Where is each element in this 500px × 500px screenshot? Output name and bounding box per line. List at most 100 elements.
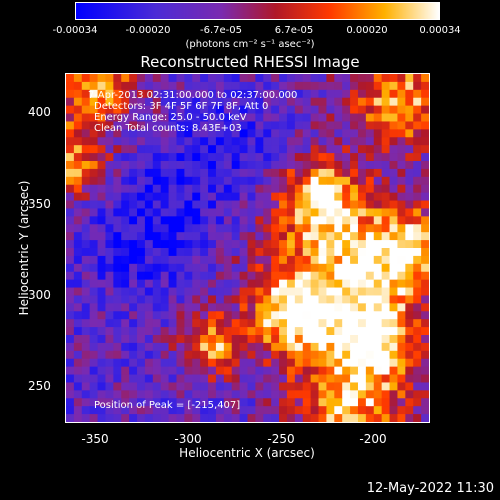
heatmap-cell [208, 342, 217, 352]
heatmap-cell [342, 319, 351, 328]
heatmap-cell [279, 406, 288, 415]
heatmap-cell [310, 248, 320, 257]
heatmap-cell [318, 168, 328, 178]
heatmap-cell [334, 240, 343, 249]
heatmap-cell [318, 208, 328, 217]
heatmap-cell [121, 240, 130, 249]
heatmap-cell [208, 263, 217, 273]
heatmap-cell [389, 184, 399, 194]
heatmap-cell [176, 374, 185, 384]
heatmap-cell [144, 335, 154, 344]
heatmap-cell [286, 176, 296, 186]
heatmap-cell [208, 327, 217, 336]
heatmap-cell [66, 129, 75, 138]
heatmap-cell [105, 390, 114, 399]
heatmap-cell [302, 105, 312, 115]
heatmap-cell [176, 271, 185, 281]
heatmap-cell [129, 129, 138, 138]
heatmap-cell [397, 358, 406, 368]
heatmap-cell [208, 319, 217, 328]
heatmap-cell [326, 295, 335, 304]
heatmap-cell [263, 311, 272, 320]
heatmap-cell [334, 263, 343, 273]
heatmap-cell [208, 335, 217, 344]
heatmap-cell [89, 255, 99, 265]
heatmap-cell [137, 153, 146, 162]
heatmap-cell [176, 168, 185, 178]
heatmap-cell [81, 374, 91, 384]
heatmap-cell [66, 105, 75, 115]
heatmap-cell [326, 74, 335, 83]
heatmap-cell [286, 255, 296, 265]
heatmap-cell [421, 129, 429, 138]
heatmap-cell [247, 200, 256, 210]
heatmap-cell [81, 342, 91, 352]
heatmap-cell [160, 240, 170, 249]
heatmap-cell [200, 335, 209, 344]
heatmap-cell [286, 168, 296, 178]
heatmap-cell [263, 263, 272, 273]
heatmap-cell [121, 327, 130, 336]
heatmap-cell [113, 374, 122, 384]
heatmap-cell [294, 263, 304, 273]
heatmap-cell [176, 176, 185, 186]
heatmap-cell [73, 168, 83, 178]
heatmap-cell [381, 97, 391, 107]
heatmap-cell [121, 248, 130, 257]
heatmap-cell [97, 311, 107, 320]
heatmap-cell [152, 168, 162, 178]
heatmap-cell [192, 121, 201, 130]
heatmap-cell [279, 374, 288, 384]
heatmap-cell [373, 295, 383, 304]
heatmap-cell [144, 81, 154, 91]
heatmap-cell [294, 176, 304, 186]
heatmap-cell [302, 153, 312, 162]
heatmap-cell [152, 232, 162, 241]
heatmap-cell [160, 216, 170, 225]
heatmap-cell [192, 303, 201, 312]
colorbar-tick: 6.7e-05 [274, 25, 314, 36]
heatmap-cell [137, 319, 146, 328]
heatmap-cell [413, 327, 422, 336]
heatmap-cell [286, 374, 296, 384]
heatmap-cell [66, 200, 75, 210]
heatmap-cell [215, 342, 225, 352]
heatmap-cell [413, 129, 422, 138]
heatmap-cell [121, 414, 130, 422]
heatmap-cell [350, 105, 359, 115]
heatmap-cell [397, 335, 406, 344]
heatmap-cell [200, 74, 209, 83]
heatmap-cell [310, 176, 320, 186]
heatmap-cell [365, 89, 375, 99]
heatmap-cell [192, 176, 201, 186]
heatmap-cell [192, 81, 201, 91]
heatmap-cell [66, 248, 75, 257]
heatmap-cell [389, 398, 399, 407]
heatmap-cell [160, 129, 170, 138]
heatmap-cell [397, 129, 406, 138]
heatmap-cell [239, 105, 249, 115]
heatmap-cell [247, 255, 256, 265]
heatmap-cell [184, 398, 193, 407]
heatmap-cell [413, 335, 422, 344]
heatmap-cell [350, 129, 359, 138]
heatmap-cell [223, 121, 233, 130]
heatmap-cell [215, 168, 225, 178]
heatmap-cell [184, 414, 193, 422]
heatmap-cell [215, 414, 225, 422]
heatmap-cell [137, 121, 146, 130]
heatmap-cell [279, 113, 288, 123]
heatmap-cell [279, 319, 288, 328]
heatmap-cell [66, 327, 75, 336]
heatmap-cell [271, 263, 280, 273]
heatmap-cell [105, 145, 114, 154]
heatmap-cell [152, 121, 162, 130]
heatmap-cell [81, 358, 91, 368]
heatmap-cell [318, 192, 328, 202]
heatmap-cell [389, 390, 399, 399]
heatmap-cell [255, 374, 264, 384]
heatmap-cell [160, 398, 170, 407]
heatmap-cell [89, 200, 99, 210]
heatmap-cell [294, 192, 304, 202]
heatmap-cell [310, 311, 320, 320]
